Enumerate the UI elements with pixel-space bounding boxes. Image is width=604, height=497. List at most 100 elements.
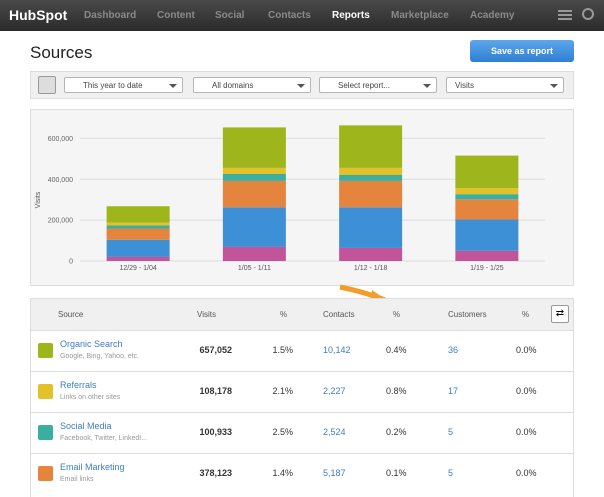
bar-segment — [455, 199, 519, 220]
nav-item[interactable]: Reports — [332, 10, 370, 21]
bar-segment — [106, 222, 170, 226]
table-cell[interactable]: 36 — [448, 345, 459, 355]
bar-segment — [455, 219, 519, 251]
table-cell[interactable]: 5 — [448, 468, 454, 478]
table-cell: 0.0% — [516, 468, 537, 478]
table-cell: 100,933 — [199, 427, 232, 437]
swap-button[interactable]: ⇄ — [551, 305, 569, 323]
table-cell: 0.2% — [386, 427, 407, 437]
source-desc: Facebook, Twitter, LinkedI... — [60, 435, 148, 442]
nav-item[interactable]: Marketplace — [391, 10, 449, 21]
source-desc: Email links — [60, 476, 94, 483]
table-cell: 0.0% — [516, 345, 537, 355]
filter-select[interactable]: All domains — [193, 77, 311, 93]
bar-segment — [339, 125, 403, 168]
nav-item[interactable]: Academy — [470, 10, 515, 21]
x-tick-label: 1/05 - 1/11 — [238, 265, 271, 272]
x-tick-label: 12/29 - 1/04 — [119, 265, 156, 272]
column-header: Contacts — [323, 310, 355, 319]
x-tick-label: 1/19 - 1/25 — [470, 265, 504, 272]
bar-segment — [222, 167, 286, 174]
table-cell: 2.1% — [272, 386, 293, 396]
table-cell[interactable]: 5 — [448, 427, 454, 437]
y-tick-label: 600,000 — [48, 136, 73, 143]
row-divider — [31, 371, 573, 372]
bar-segment — [455, 155, 519, 189]
table-cell: 0.1% — [386, 468, 407, 478]
bar-segment — [339, 247, 403, 261]
table-header — [31, 299, 573, 331]
table-cell[interactable]: 2,524 — [323, 427, 346, 437]
table-cell: 2.5% — [272, 427, 293, 437]
table-cell[interactable]: 5,187 — [323, 468, 346, 478]
table-cell[interactable]: 2,227 — [323, 386, 346, 396]
bar-segment — [222, 127, 286, 168]
column-header: Source — [58, 310, 84, 319]
bar-segment — [106, 256, 170, 261]
nav-bar: HubSpot — [0, 0, 604, 31]
chart-toggle[interactable] — [38, 76, 56, 94]
filter-select[interactable]: Visits — [446, 77, 564, 93]
source-name[interactable]: Referrals — [60, 380, 97, 390]
filter-select[interactable]: This year to date — [64, 77, 183, 93]
page-title: Sources — [30, 43, 93, 62]
source-name[interactable]: Social Media — [60, 421, 112, 431]
y-axis-label: Visits — [35, 191, 42, 208]
source-icon — [38, 384, 53, 399]
y-tick-label: 0 — [69, 259, 73, 266]
filter-select[interactable]: Select report... — [319, 77, 437, 93]
bar-segment — [222, 246, 286, 261]
source-name[interactable]: Organic Search — [60, 339, 123, 349]
logo[interactable]: HubSpot — [9, 7, 68, 23]
row-divider — [31, 453, 573, 454]
bar-segment — [455, 250, 519, 261]
column-header: Visits — [197, 310, 216, 319]
bar-segment — [106, 225, 170, 229]
bar-segment — [222, 180, 286, 208]
column-header: % — [522, 310, 530, 319]
menu-icon[interactable] — [558, 10, 572, 12]
table-cell: 1.5% — [272, 345, 293, 355]
source-icon — [38, 425, 53, 440]
bar-segment — [222, 173, 286, 181]
x-tick-label: 1/12 - 1/18 — [354, 265, 388, 272]
source-icon — [38, 466, 53, 481]
table-cell[interactable]: 10,142 — [323, 345, 351, 355]
column-header: % — [280, 310, 288, 319]
bar-segment — [222, 207, 286, 247]
table — [30, 298, 574, 497]
bar-segment — [455, 194, 519, 200]
source-desc: Links on other sites — [60, 394, 121, 401]
table-cell: 1.4% — [272, 468, 293, 478]
table-cell: 0.8% — [386, 386, 407, 396]
column-header: % — [393, 310, 401, 319]
nav-item[interactable]: Contacts — [268, 10, 311, 21]
column-header: Customers — [448, 310, 487, 319]
source-name[interactable]: Email Marketing — [60, 462, 125, 472]
save-button[interactable]: Save as report — [470, 40, 574, 62]
bar-segment — [339, 180, 403, 208]
bar-segment — [106, 206, 170, 223]
bar-segment — [339, 174, 403, 181]
table-cell: 108,178 — [199, 386, 232, 396]
user-icon[interactable] — [582, 8, 594, 20]
bar-segment — [106, 239, 170, 257]
y-tick-label: 200,000 — [48, 218, 73, 225]
source-icon — [38, 343, 53, 358]
table-cell: 657,052 — [199, 345, 232, 355]
row-divider — [31, 412, 573, 413]
table-cell[interactable]: 17 — [448, 386, 459, 396]
table-cell: 378,123 — [199, 468, 232, 478]
table-cell: 0.4% — [386, 345, 407, 355]
bar-segment — [455, 188, 519, 195]
bar-segment — [106, 228, 170, 240]
y-tick-label: 400,000 — [48, 177, 73, 184]
bar-segment — [339, 207, 403, 248]
nav-item[interactable]: Social — [215, 10, 245, 21]
nav-item[interactable]: Dashboard — [84, 10, 137, 21]
source-desc: Google, Bing, Yahoo, etc. — [60, 353, 140, 360]
nav-item[interactable]: Content — [157, 10, 195, 21]
table-cell: 0.0% — [516, 386, 537, 396]
